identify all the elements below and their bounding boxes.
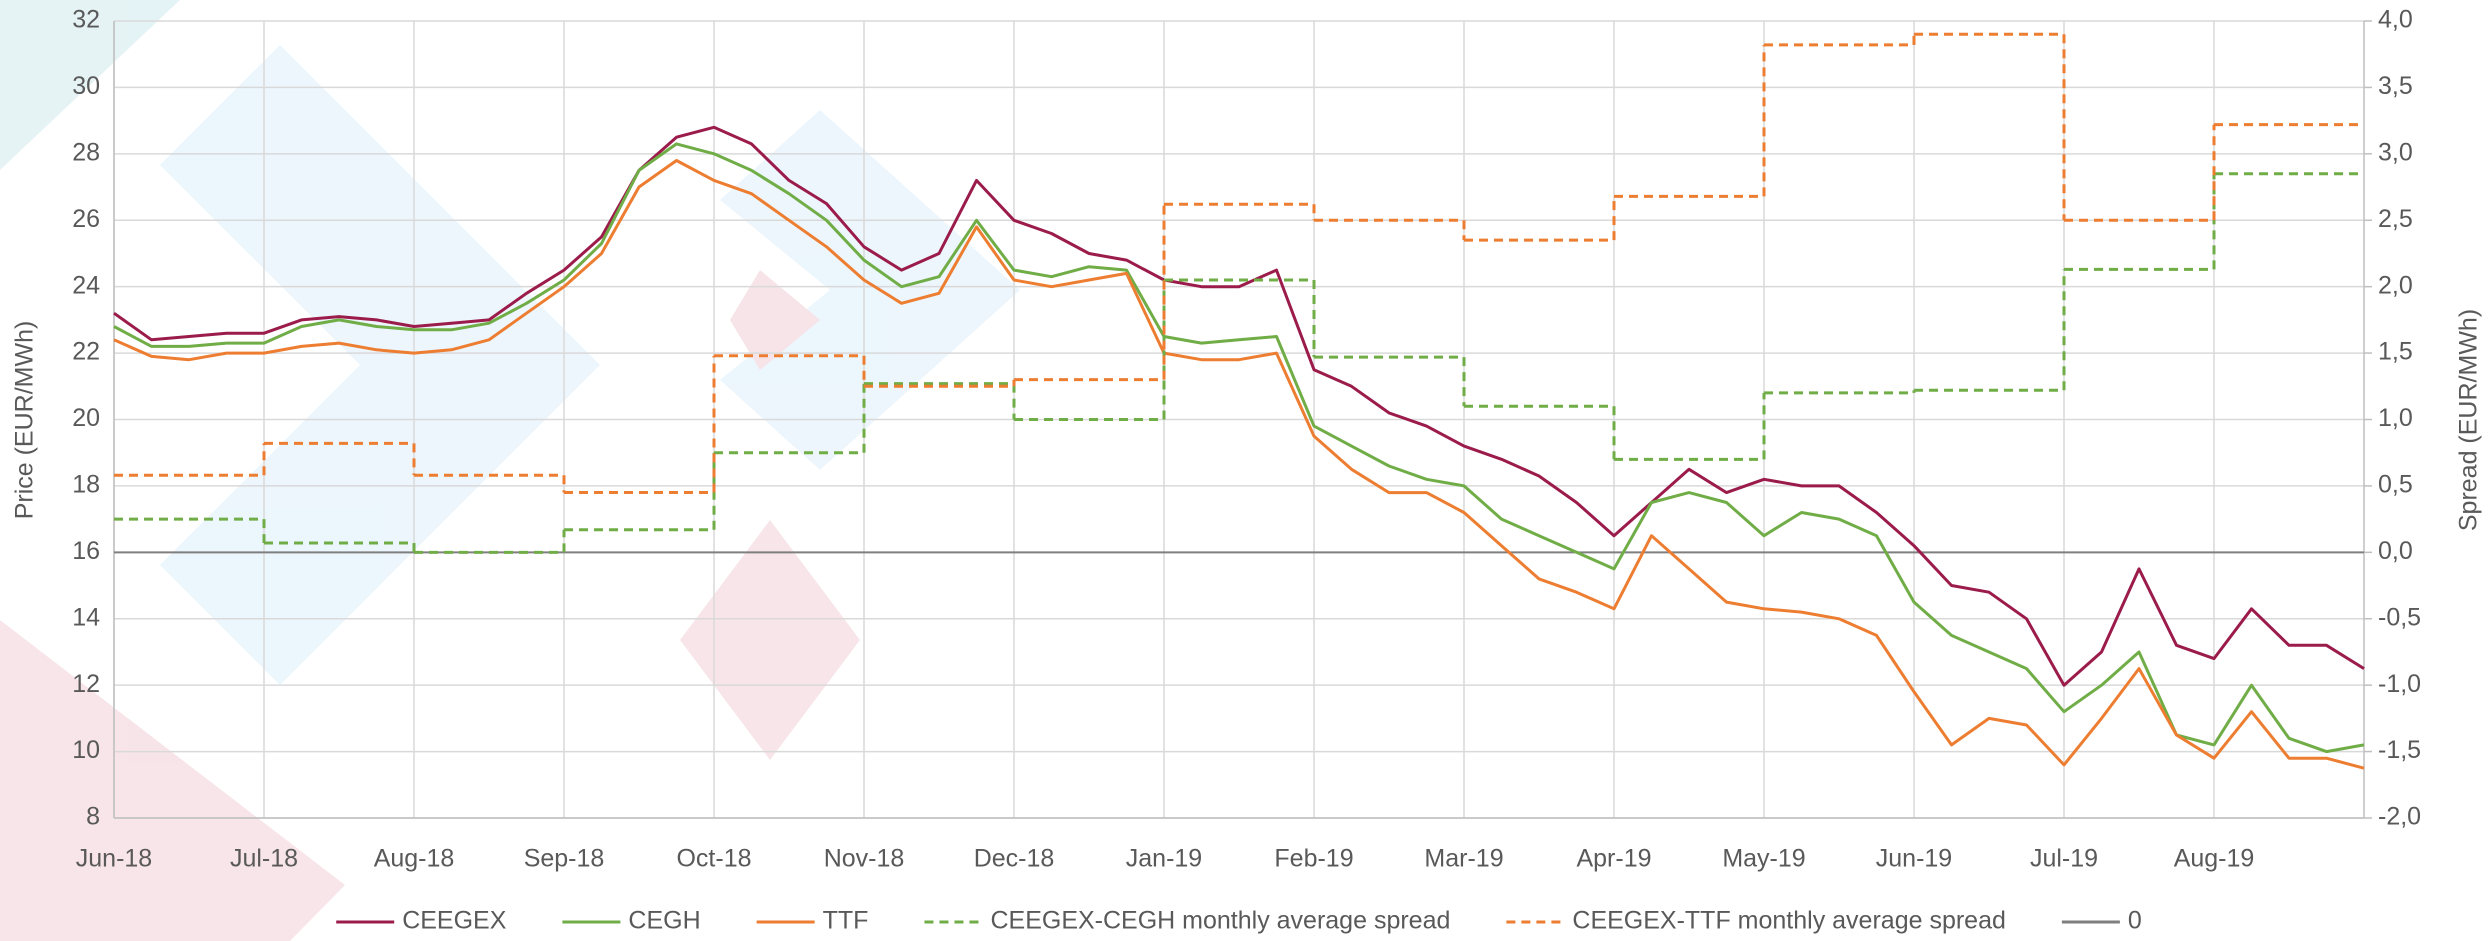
y2-tick-label: 1,5 xyxy=(2378,338,2413,366)
x-tick-label: Mar-19 xyxy=(1424,845,1503,873)
y-tick-label: 18 xyxy=(72,471,100,499)
legend: CEEGEX CEGH TTF CEEGEX-CEGH monthly average… xyxy=(336,907,2142,935)
x-tick-label: Feb-19 xyxy=(1274,845,1353,873)
y-tick-label: 28 xyxy=(72,138,100,166)
x-tick-label: Jun-19 xyxy=(1876,845,1952,873)
y2-tick-label: 2,5 xyxy=(2378,205,2413,233)
y-tick-label: 24 xyxy=(72,271,100,299)
x-tick-label: Aug-18 xyxy=(374,845,455,873)
y-tick-label: 14 xyxy=(72,603,100,631)
y2-axis-title: Spread (EUR/MWh) xyxy=(2455,309,2483,531)
y2-tick-label: 0,0 xyxy=(2378,537,2413,565)
x-tick-label: Oct-18 xyxy=(676,845,751,873)
y-axis-title: Price (EUR/MWh) xyxy=(11,321,39,520)
y2-tick-label: -0,5 xyxy=(2378,603,2421,631)
y2-tick-label: 2,0 xyxy=(2378,271,2413,299)
x-tick-label: Jul-19 xyxy=(2030,845,2098,873)
y-tick-label: 30 xyxy=(72,72,100,100)
legend-label: CEEGEX-TTF monthly average spread xyxy=(1572,907,2006,935)
x-tick-label: May-19 xyxy=(1722,845,1805,873)
y2-tick-label: -2,0 xyxy=(2378,803,2421,831)
y2-tick-label: 1,0 xyxy=(2378,404,2413,432)
background-decoration xyxy=(0,0,1020,941)
x-tick-label: Nov-18 xyxy=(824,845,905,873)
chart: Price (EUR/MWh) Spread (EUR/MWh) 8 10 12 14… xyxy=(0,0,2491,941)
y2-tick-label: 3,5 xyxy=(2378,72,2413,100)
legend-label: CEEGEX xyxy=(402,907,507,935)
y2-tick-label: 4,0 xyxy=(2378,6,2413,34)
x-tick-label: Sep-18 xyxy=(524,845,605,873)
y-tick-label: 22 xyxy=(72,338,100,366)
y2-tick-label: 0,5 xyxy=(2378,471,2413,499)
y-tick-label: 16 xyxy=(72,537,100,565)
legend-label: TTF xyxy=(823,907,869,935)
x-tick-label: Dec-18 xyxy=(974,845,1055,873)
legend-label: 0 xyxy=(2128,907,2142,935)
y-tick-label: 26 xyxy=(72,205,100,233)
y-tick-label: 12 xyxy=(72,670,100,698)
y-tick-label: 20 xyxy=(72,404,100,432)
y-tick-label: 10 xyxy=(72,736,100,764)
y2-tick-label: -1,0 xyxy=(2378,670,2421,698)
legend-label: CEGH xyxy=(628,907,700,935)
y-tick-label: 8 xyxy=(86,803,100,831)
y2-tick-label: 3,0 xyxy=(2378,138,2413,166)
y2-tick-label: -1,5 xyxy=(2378,736,2421,764)
x-tick-label: Jan-19 xyxy=(1126,845,1202,873)
x-tick-label: Apr-19 xyxy=(1576,845,1651,873)
x-tick-label: Jun-18 xyxy=(76,845,152,873)
y-tick-label: 32 xyxy=(72,6,100,34)
x-tick-label: Aug-19 xyxy=(2174,845,2255,873)
legend-label: CEEGEX-CEGH monthly average spread xyxy=(990,907,1450,935)
x-tick-label: Jul-18 xyxy=(230,845,298,873)
